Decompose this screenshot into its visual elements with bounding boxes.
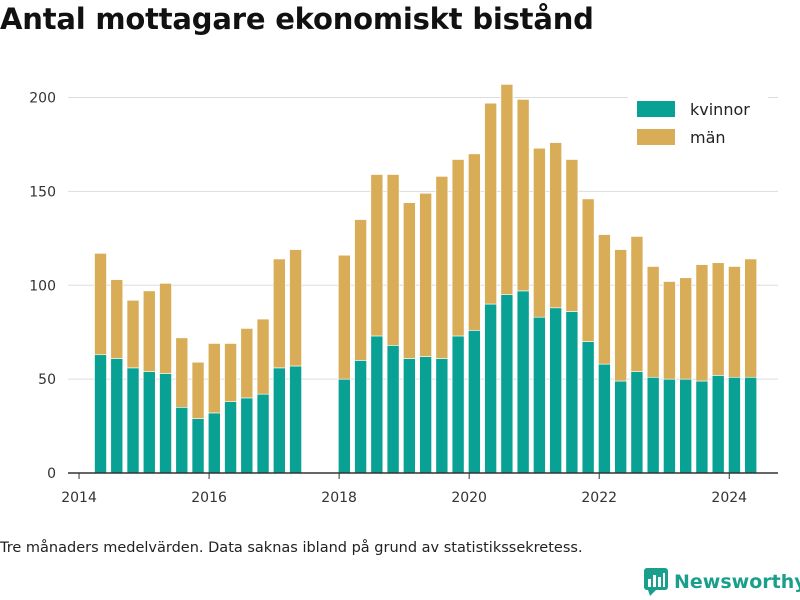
bar-kvinnor [728, 376, 741, 474]
bar-man [94, 253, 107, 356]
bar-man [663, 281, 676, 380]
brand-name: Newsworthy [674, 571, 800, 593]
bar-man [386, 174, 400, 346]
bar-kvinnor [207, 412, 221, 474]
bar-man [614, 249, 627, 382]
legend-label: kvinnor [690, 100, 750, 119]
bar-kvinnor [614, 380, 627, 474]
bar-man [598, 234, 611, 365]
chart-title: Antal mottagare ekonomiskt bistånd [0, 2, 594, 36]
bar-kvinnor [565, 311, 579, 474]
bar-kvinnor [451, 335, 465, 474]
bar-man [240, 328, 254, 399]
legend-swatch-man [637, 129, 675, 145]
bar-man [403, 202, 416, 359]
bar-man [744, 258, 757, 378]
x-tick-label: 2022 [581, 490, 617, 506]
bar-kvinnor [191, 418, 205, 474]
bar-kvinnor [273, 367, 286, 474]
bar-man [516, 99, 530, 292]
bar-kvinnor [468, 330, 481, 474]
bar-man [110, 279, 124, 359]
bar-kvinnor [663, 378, 676, 474]
bar-kvinnor [744, 376, 757, 474]
bar-kvinnor [240, 397, 254, 474]
bar-kvinnor [94, 354, 107, 474]
bar-man [191, 361, 205, 419]
bar-kvinnor [500, 294, 514, 474]
bar-kvinnor [598, 363, 611, 474]
bar-kvinnor [224, 401, 237, 474]
x-tick-label: 2018 [321, 490, 357, 506]
bar-man [126, 299, 140, 369]
bar-kvinnor [256, 393, 270, 474]
bar-kvinnor [516, 290, 530, 474]
bar-man [175, 337, 189, 408]
bar-kvinnor [126, 367, 140, 474]
bar-kvinnor [484, 303, 497, 474]
bar-kvinnor [289, 365, 302, 474]
bar-man [338, 254, 351, 380]
bar-kvinnor [175, 406, 189, 474]
footnote: Tre månaders medelvärden. Data saknas ib… [0, 540, 583, 556]
y-tick-label: 150 [29, 184, 56, 200]
bar-man [581, 198, 595, 342]
bar-man [354, 219, 367, 361]
bar-kvinnor [370, 335, 384, 474]
bar-kvinnor [581, 341, 595, 474]
bar-kvinnor [403, 358, 416, 474]
bar-man [500, 84, 514, 295]
x-tick-label: 2020 [451, 490, 487, 506]
bar-kvinnor [419, 356, 432, 474]
bar-man [435, 176, 449, 359]
bar-man [679, 277, 692, 380]
bar-kvinnor [386, 345, 400, 474]
legend-label: män [690, 128, 726, 147]
bar-man [695, 264, 709, 382]
newsworthy-logo-icon [644, 568, 668, 596]
legend-swatch-kvinnor [637, 101, 675, 117]
bar-man [533, 147, 546, 318]
bar-man [273, 258, 286, 369]
bar-kvinnor [549, 307, 562, 474]
bar-man [142, 290, 156, 372]
bar-kvinnor [630, 371, 644, 474]
bar-man [370, 174, 384, 337]
bar-kvinnor [142, 371, 156, 474]
bar-kvinnor [533, 316, 546, 474]
bar-man [484, 102, 497, 305]
x-tick-label: 2014 [61, 490, 97, 506]
brand-logo[interactable]: Newsworthy [644, 568, 800, 596]
bar-chart: 0 50 100 150 200 2014 2016 2018 2020 2022 2024 kvin… [29, 84, 778, 506]
bar-kvinnor [679, 378, 692, 474]
bar-kvinnor [110, 358, 124, 474]
bar-kvinnor [354, 360, 367, 474]
bar-man [468, 153, 481, 331]
bar-kvinnor [646, 376, 660, 474]
bar-kvinnor [159, 373, 172, 474]
bar-man [289, 249, 302, 367]
bar-man [646, 266, 660, 378]
bar-kvinnor [338, 378, 351, 474]
bar-kvinnor [695, 380, 709, 474]
bar-man [419, 192, 432, 357]
bar-man [549, 142, 562, 309]
y-tick-label: 0 [47, 466, 56, 482]
y-tick-label: 100 [29, 278, 56, 294]
bar-man [728, 266, 741, 378]
y-tick-label: 50 [38, 372, 56, 388]
bar-kvinnor [435, 358, 449, 474]
bar-man [224, 343, 237, 402]
bar-man [207, 343, 221, 414]
x-tick-label: 2016 [191, 490, 227, 506]
bar-man [711, 262, 725, 376]
y-tick-label: 200 [29, 91, 56, 107]
bar-man [256, 318, 270, 395]
bar-kvinnor [711, 375, 725, 474]
bar-man [451, 159, 465, 337]
bar-man [159, 283, 172, 374]
bar-man [565, 159, 579, 312]
bar-man [630, 236, 644, 372]
x-tick-label: 2024 [711, 490, 747, 506]
